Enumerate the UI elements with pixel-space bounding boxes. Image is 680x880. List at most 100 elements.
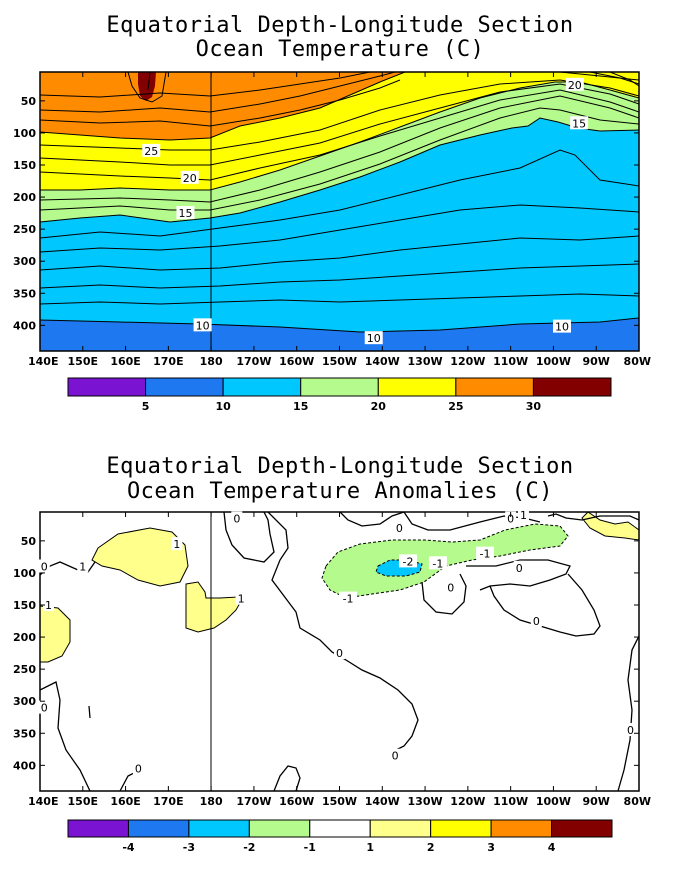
contour-label-bg (364, 331, 383, 345)
panel1-y-axis: 50 100 150 200 250 300 350 400 (13, 95, 639, 332)
band-25-30 (40, 72, 405, 140)
colorbar-swatch (67, 819, 129, 838)
contour-label: 0 (392, 750, 399, 763)
y-tick-label: 200 (13, 191, 36, 204)
x-tick-label: 170E (153, 795, 183, 808)
x-tick-label: 170E (153, 355, 183, 368)
contour-label-bg (505, 511, 517, 525)
x-tick-label: 130W (408, 795, 443, 808)
y-tick-label: 150 (13, 599, 36, 612)
panel2-title-line2: Ocean Temperature Anomalies (C) (126, 479, 554, 504)
y-tick-label: 350 (13, 287, 36, 300)
contour-label: 0 (336, 647, 343, 660)
contour-label: 0 (233, 512, 240, 525)
x-tick-label: 140W (365, 355, 400, 368)
panel2-colorbar: -4 -3 -2 -1 1 2 3 4 (67, 819, 613, 854)
contour-label-bg (339, 591, 358, 605)
y-tick-label: 300 (13, 255, 36, 268)
colorbar-label: -1 (304, 841, 316, 854)
contour-label-bg (398, 554, 417, 568)
contour-label-bg (38, 700, 50, 714)
colorbar-swatch (430, 819, 492, 838)
panel1-x-axis: 140E 150E 160E 170E 180 170W 160W 150W 140W 130W 1… (28, 72, 651, 368)
anomaly-pos-region (91, 527, 189, 587)
contour-label-bg (176, 206, 195, 220)
x-tick-label: 100W (536, 795, 571, 808)
x-tick-label: 120W (450, 355, 485, 368)
panel2-x-axis: 140E 150E 160E 170E 180 170W 160W 150W 140W 130W 1… (28, 512, 651, 808)
y-tick-label: 50 (21, 535, 37, 548)
contour-label-bg (142, 143, 161, 157)
y-tick-label: 250 (13, 663, 36, 676)
contour-label: 25 (144, 145, 158, 158)
contour-label-bg (231, 511, 243, 525)
colorbar-label: 10 (215, 400, 231, 413)
contour-label-bg (552, 319, 571, 333)
colorbar-swatch (222, 377, 302, 397)
x-tick-label: 150W (322, 355, 357, 368)
contour-label: 0 (41, 561, 48, 574)
contour-label: 1 (238, 593, 245, 606)
colorbar-label: 30 (526, 400, 542, 413)
y-tick-label: 100 (13, 127, 36, 140)
contour-label: -1 (432, 557, 443, 570)
contour-label: 1 (173, 538, 180, 551)
colorbar-swatch (551, 819, 613, 838)
x-tick-label: 160E (110, 355, 140, 368)
contour-label-bg (193, 318, 212, 332)
x-tick-label: 90W (582, 795, 609, 808)
contour-label-bg (235, 591, 247, 605)
contour-label-bg (445, 580, 457, 594)
x-tick-label: 160W (279, 355, 314, 368)
x-tick-label: 140W (365, 795, 400, 808)
contour-label: 20 (183, 172, 197, 185)
colorbar-swatch (455, 377, 534, 397)
x-tick-label: 140E (28, 795, 58, 808)
contour-label: 15 (178, 207, 192, 220)
x-tick-label: 80W (624, 795, 651, 808)
x-tick-label: 100W (536, 355, 571, 368)
colorbar-label: 20 (371, 400, 387, 413)
contour-label: 1 (79, 561, 86, 574)
x-tick-label: 180 (200, 795, 223, 808)
colorbar-label: 5 (142, 400, 150, 413)
colorbar-label: 3 (487, 841, 495, 854)
temperature-contours (40, 72, 639, 333)
contour-label-bg (530, 614, 542, 628)
x-tick-label: 150E (68, 355, 98, 368)
contour-label-bg (132, 761, 144, 775)
contour-label: 0 (41, 702, 48, 715)
x-tick-label: 150E (68, 795, 98, 808)
contour-label: 0 (135, 763, 142, 776)
y-tick-label: 400 (13, 759, 36, 772)
contour-label: -2 (402, 555, 413, 568)
contour-label-bg (77, 559, 89, 573)
contour-label-bg (180, 170, 199, 184)
colorbar-label: -2 (243, 841, 255, 854)
contour-label-bg (428, 556, 447, 570)
anomaly-pos-region (40, 605, 71, 663)
panel1-colorbar: 5 10 15 20 25 30 (67, 377, 612, 413)
colorbar-swatch (248, 819, 311, 838)
contour-label: 0 (516, 562, 523, 575)
contour-label-bg (171, 537, 183, 551)
contour-label-bg (624, 723, 636, 737)
contour-label: 10 (555, 321, 569, 334)
contour-label-bg (513, 560, 525, 574)
contour-label-bg (565, 77, 584, 91)
band-5-10 (40, 318, 639, 351)
colorbar-swatch (188, 819, 250, 838)
y-tick-label: 350 (13, 727, 36, 740)
contour-label: 15 (572, 117, 586, 130)
colorbar-label: 2 (427, 841, 435, 854)
colorbar-swatch (300, 377, 379, 397)
colorbar-swatch (127, 819, 190, 838)
x-tick-label: 180 (200, 355, 223, 368)
y-tick-label: 300 (13, 695, 36, 708)
colorbar-label: -3 (183, 841, 195, 854)
contour-label-bg (475, 546, 494, 560)
colorbar-label: -4 (122, 841, 135, 854)
contour-label: 0 (533, 615, 540, 628)
contour-label-bg (43, 598, 55, 611)
